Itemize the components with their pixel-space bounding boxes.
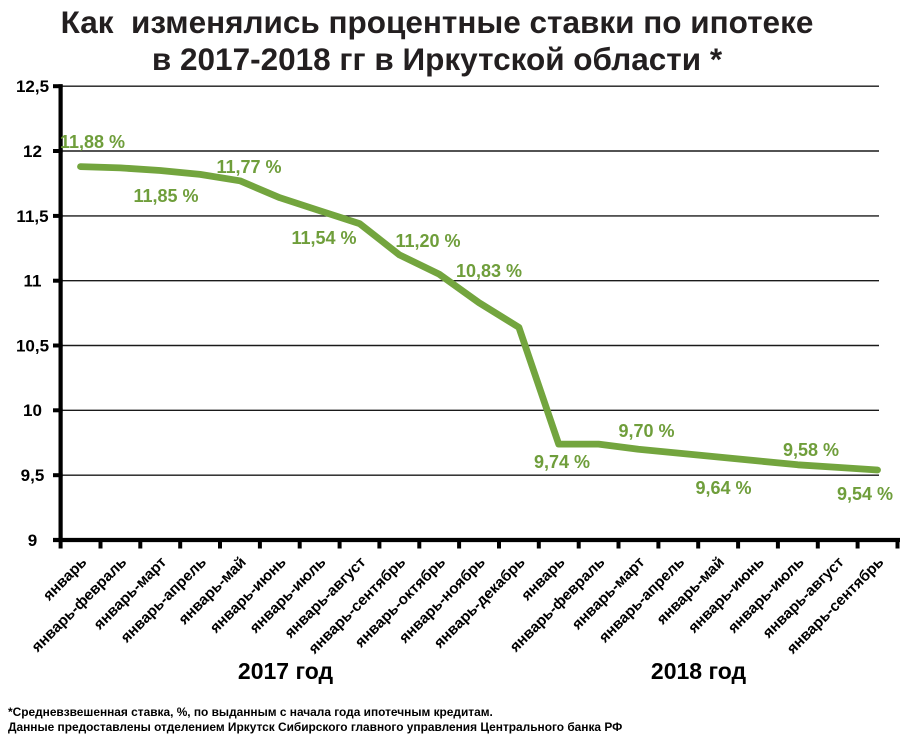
svg-text:11,20 %: 11,20 % — [395, 231, 460, 251]
svg-text:12,5: 12,5 — [16, 77, 49, 96]
svg-text:9: 9 — [28, 531, 37, 550]
svg-text:Данные предоставлены отделение: Данные предоставлены отделением Иркутск … — [8, 720, 622, 734]
svg-text:в 2017-2018 гг в Иркутской обл: в 2017-2018 гг в Иркутской области * — [152, 41, 723, 77]
svg-text:2017 год: 2017 год — [238, 658, 334, 684]
svg-text:*Средневзвешенная ставка, %, п: *Средневзвешенная ставка, %, по выданным… — [8, 705, 493, 719]
svg-text:9,64 %: 9,64 % — [695, 478, 751, 498]
svg-text:11: 11 — [24, 272, 42, 291]
svg-text:9,58 %: 9,58 % — [783, 440, 839, 460]
svg-text:11,85 %: 11,85 % — [133, 186, 198, 206]
svg-text:2018 год: 2018 год — [651, 658, 747, 684]
svg-text:11,77 %: 11,77 % — [216, 157, 281, 177]
svg-text:9,70 %: 9,70 % — [618, 421, 674, 441]
svg-text:11,5: 11,5 — [16, 207, 48, 226]
svg-text:10,83 %: 10,83 % — [456, 261, 522, 281]
svg-text:9,74 %: 9,74 % — [534, 452, 590, 472]
svg-text:12: 12 — [23, 142, 42, 161]
svg-text:10,5: 10,5 — [16, 336, 49, 355]
svg-text:9,54 %: 9,54 % — [837, 484, 893, 504]
svg-text:10: 10 — [23, 401, 42, 420]
svg-text:11,54 %: 11,54 % — [291, 228, 356, 248]
svg-text:9,5: 9,5 — [21, 466, 45, 485]
svg-text:11,88 %: 11,88 % — [60, 132, 125, 152]
svg-text:Как изменялись процентные ста: Как изменялись процентные ставки по ипот… — [61, 4, 814, 40]
